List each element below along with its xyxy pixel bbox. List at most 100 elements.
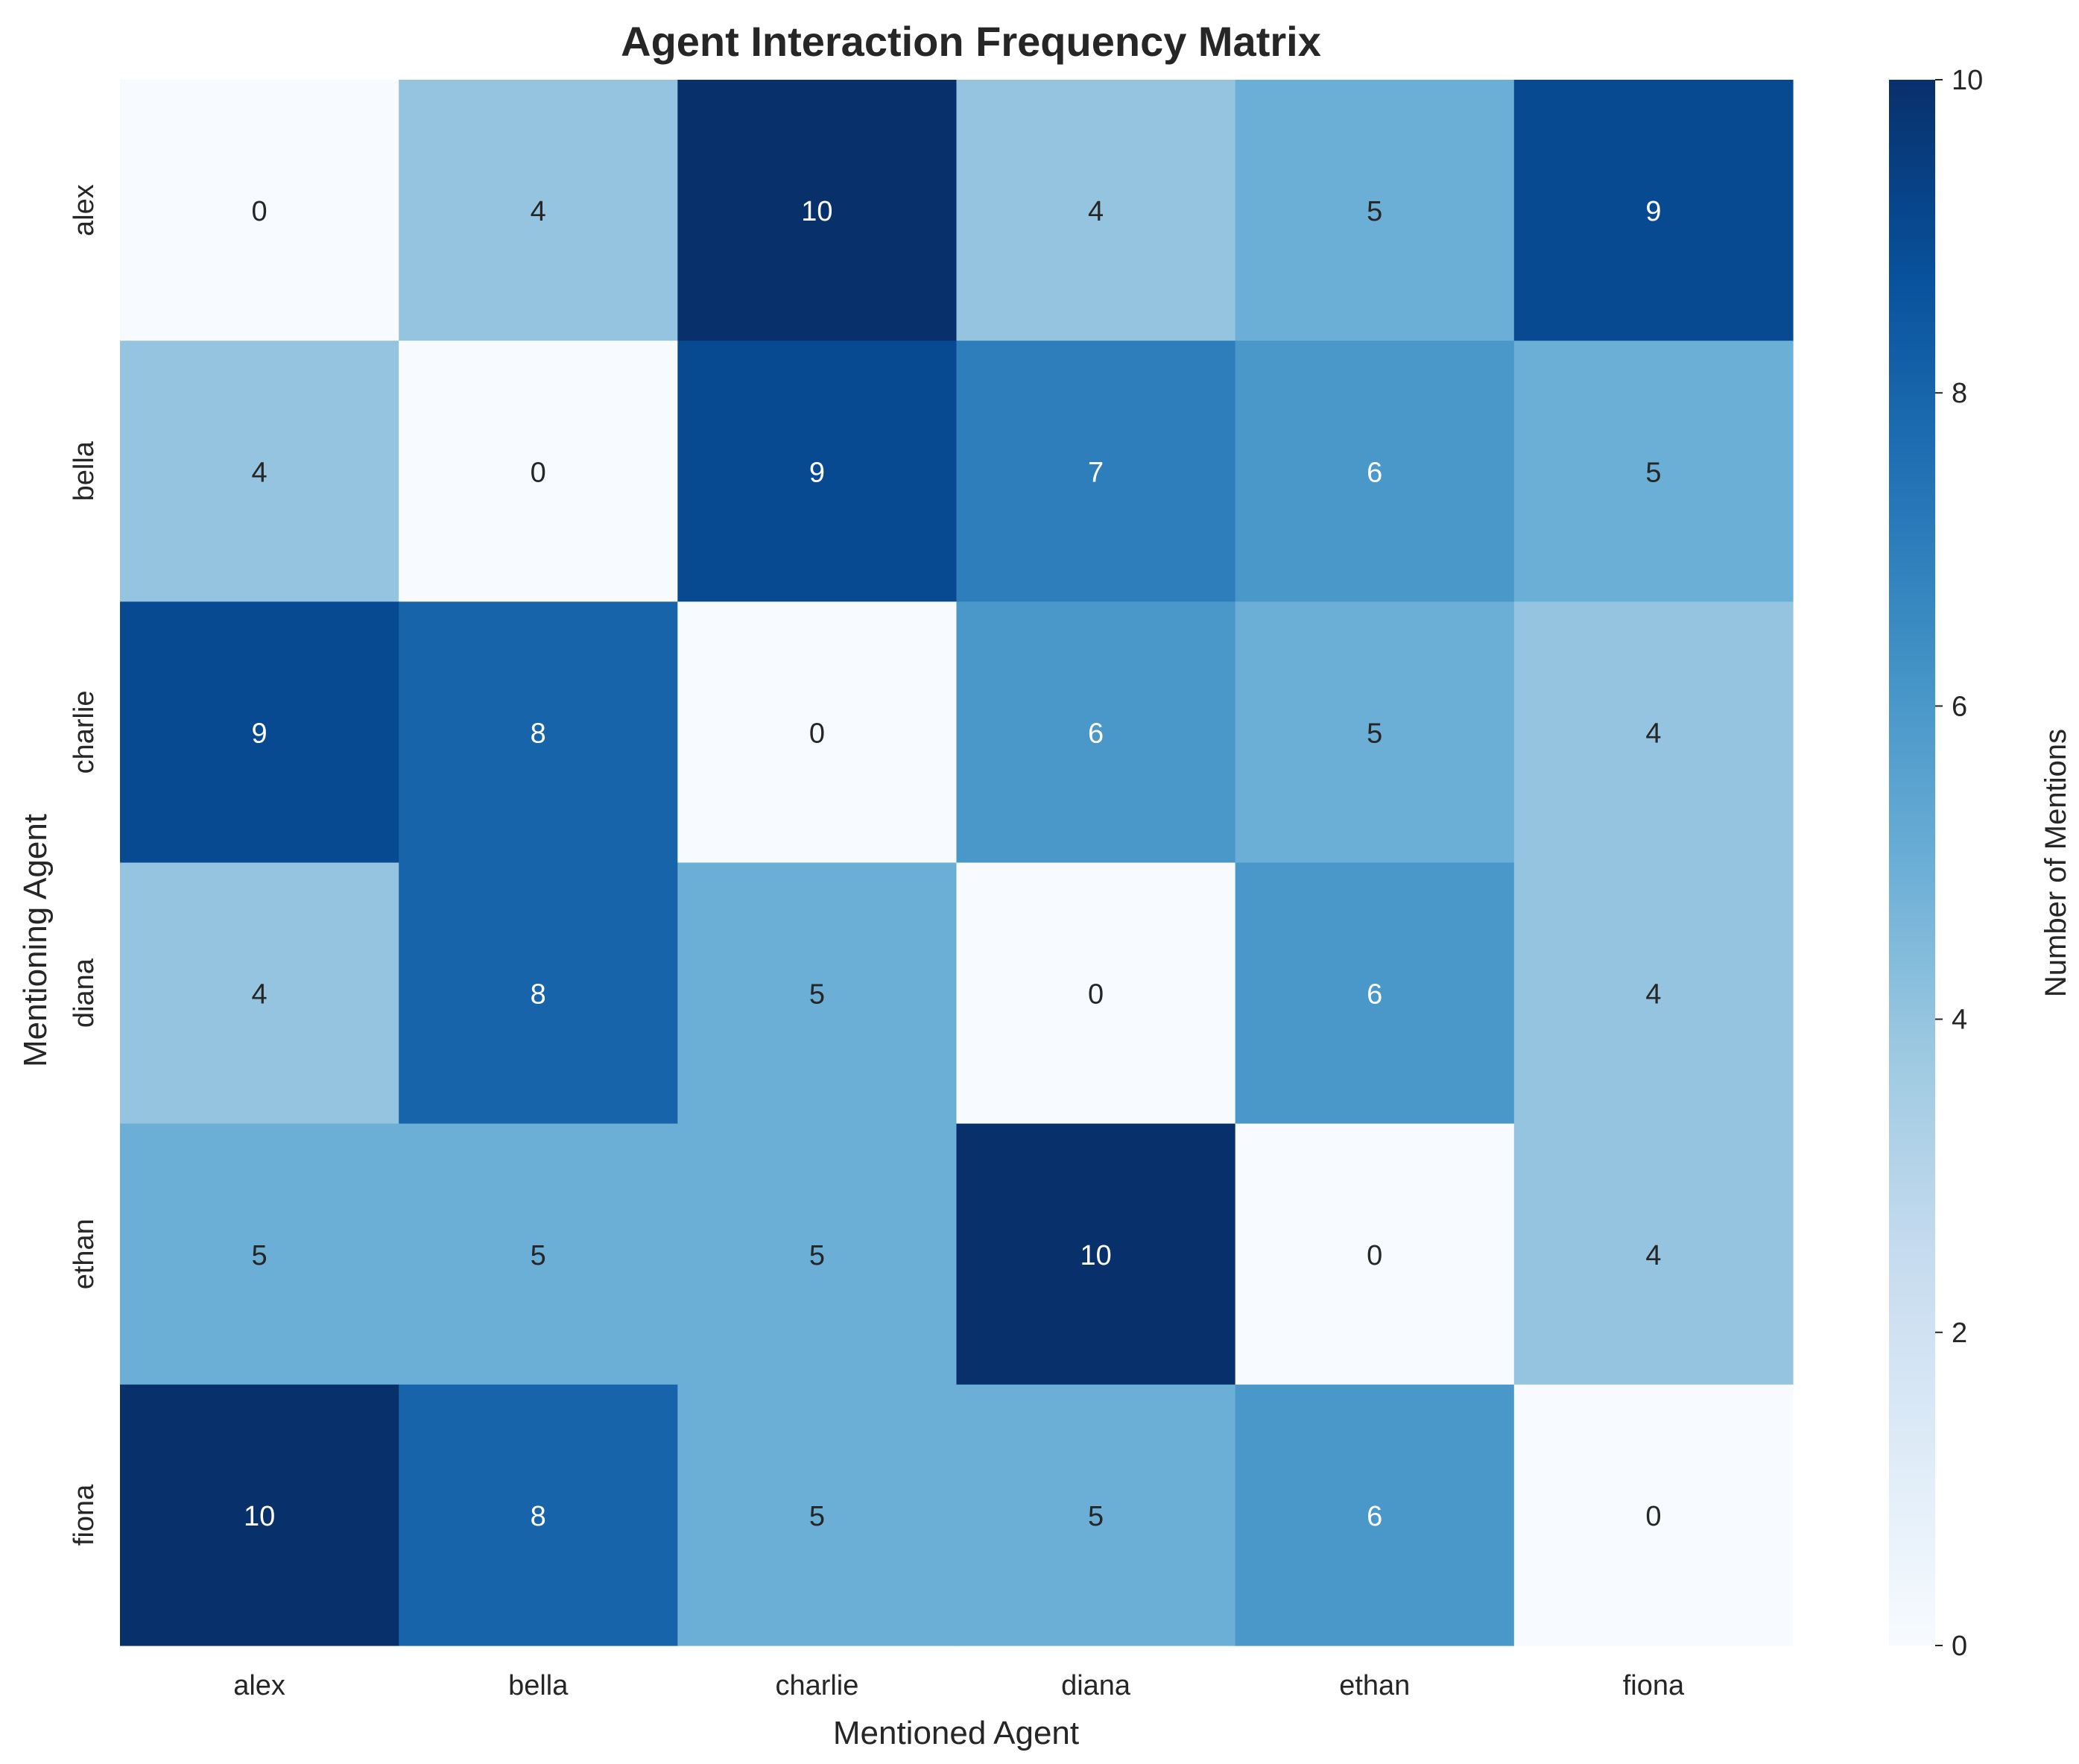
cell-value-label: 8 bbox=[531, 1501, 546, 1532]
heatmap-cell-fiona-bella bbox=[399, 1384, 678, 1646]
cell-value-label: 4 bbox=[531, 196, 546, 227]
x-axis-label: Mentioned Agent bbox=[833, 1715, 1079, 1751]
cell-value-label: 5 bbox=[1367, 718, 1382, 749]
y-axis-label: Mentioning Agent bbox=[17, 814, 54, 1067]
heatmap-cell-bella-ethan bbox=[1235, 341, 1515, 602]
cell-value-label: 0 bbox=[531, 457, 546, 488]
heatmap-cell-alex-fiona bbox=[1513, 80, 1794, 341]
heatmap-cell-fiona-alex bbox=[120, 1384, 399, 1646]
cell-value-label: 4 bbox=[252, 457, 268, 488]
colorbar-tick-label: 2 bbox=[1952, 1318, 1967, 1349]
heatmap-cell-charlie-fiona bbox=[1513, 601, 1794, 864]
heatmap-cell-alex-charlie bbox=[677, 80, 958, 341]
heatmap-cell-ethan-fiona bbox=[1513, 1123, 1794, 1385]
cell-value-labels: 0 4 10 4 5 9 4 0 9 7 6 5 9 8 0 6 5 4 4 8 5 0 6 4 5 5 5 10 0 4 10 8 5 5 6 0 bbox=[244, 196, 1662, 1532]
heatmap-cell-diana-fiona bbox=[1513, 862, 1794, 1125]
cell-value-label: 0 bbox=[809, 718, 825, 749]
cell-value-label: 5 bbox=[1088, 1501, 1104, 1532]
heatmap-cell-alex-bella bbox=[399, 80, 678, 341]
heatmap-cell-fiona-ethan bbox=[1235, 1384, 1515, 1646]
heatmap-cell-alex-diana bbox=[956, 80, 1236, 341]
heatmap-cell-bella-alex bbox=[120, 341, 399, 602]
cell-value-label: 6 bbox=[1088, 718, 1104, 749]
heatmap-cell-charlie-charlie bbox=[677, 601, 958, 864]
heatmap-cell-ethan-ethan bbox=[1235, 1123, 1515, 1385]
x-tick-label: ethan bbox=[1339, 1670, 1410, 1701]
heatmap-cell-diana-diana bbox=[956, 862, 1236, 1125]
x-axis-ticks: alex bella charlie diana ethan fiona bbox=[233, 1670, 1685, 1701]
cell-value-label: 5 bbox=[809, 1501, 825, 1532]
cell-value-label: 6 bbox=[1367, 457, 1382, 488]
heatmap-cell-ethan-alex bbox=[120, 1123, 399, 1385]
heatmap-cell-charlie-ethan bbox=[1235, 601, 1515, 864]
heatmap-cell-ethan-bella bbox=[399, 1123, 678, 1385]
heatmap-cell-diana-alex bbox=[120, 862, 399, 1125]
colorbar-tick-label: 8 bbox=[1952, 378, 1967, 409]
heatmap-cell-alex-ethan bbox=[1235, 80, 1515, 341]
cell-value-label: 7 bbox=[1088, 457, 1104, 488]
x-tick-label: bella bbox=[508, 1670, 569, 1701]
cell-value-label: 5 bbox=[531, 1240, 546, 1271]
heatmap-cell-charlie-alex bbox=[120, 601, 399, 864]
cell-value-label: 4 bbox=[1088, 196, 1104, 227]
heatmap-cell-fiona-fiona bbox=[1513, 1384, 1794, 1646]
y-tick-label: charlie bbox=[69, 690, 100, 774]
y-axis-ticks: alex bella charlie diana ethan fiona bbox=[69, 184, 100, 1546]
cell-value-label: 0 bbox=[252, 196, 268, 227]
heatmap-cell-diana-bella bbox=[399, 862, 678, 1125]
cell-value-label: 9 bbox=[809, 457, 825, 488]
cell-value-label: 4 bbox=[1645, 979, 1661, 1011]
heatmap-cell-diana-charlie bbox=[677, 862, 958, 1125]
colorbar-tick-label: 6 bbox=[1952, 691, 1967, 722]
cell-value-label: 5 bbox=[809, 1240, 825, 1271]
heatmap-cell-ethan-diana bbox=[956, 1123, 1236, 1385]
heatmap-cell-bella-diana bbox=[956, 341, 1236, 602]
cell-value-label: 0 bbox=[1645, 1501, 1661, 1532]
x-tick-label: alex bbox=[233, 1670, 285, 1701]
cell-value-label: 4 bbox=[252, 979, 268, 1011]
colorbar-tick-label: 0 bbox=[1952, 1631, 1967, 1662]
cell-value-label: 5 bbox=[809, 979, 825, 1011]
y-tick-label: ethan bbox=[69, 1218, 100, 1289]
x-tick-label: charlie bbox=[775, 1670, 858, 1701]
y-tick-label: fiona bbox=[69, 1484, 100, 1546]
chart-title: Agent Interaction Frequency Matrix bbox=[621, 18, 1321, 65]
colorbar bbox=[1889, 80, 1935, 1646]
y-tick-label: bella bbox=[69, 440, 100, 501]
heatmap-cell-charlie-bella bbox=[399, 601, 678, 864]
cell-value-label: 4 bbox=[1645, 1240, 1661, 1271]
cell-value-label: 5 bbox=[252, 1240, 268, 1271]
cell-value-label: 5 bbox=[1367, 196, 1382, 227]
cell-value-label: 10 bbox=[1080, 1240, 1111, 1271]
heatmap-cell-diana-ethan bbox=[1235, 862, 1515, 1125]
heatmap-cell-bella-charlie bbox=[677, 341, 958, 602]
heatmap-cell-charlie-diana bbox=[956, 601, 1236, 864]
cell-value-label: 5 bbox=[1645, 457, 1661, 488]
colorbar-ticks: 0 2 4 6 8 10 bbox=[1935, 65, 1983, 1662]
colorbar-label: Number of Mentions bbox=[2040, 729, 2072, 997]
cell-value-label: 0 bbox=[1367, 1240, 1382, 1271]
cell-value-label: 10 bbox=[244, 1501, 275, 1532]
cell-value-label: 8 bbox=[531, 979, 546, 1011]
heatmap-cells bbox=[120, 80, 1794, 1646]
cell-value-label: 0 bbox=[1088, 979, 1104, 1011]
colorbar-tick-label: 10 bbox=[1952, 65, 1983, 96]
cell-value-label: 6 bbox=[1367, 1501, 1382, 1532]
heatmap-cell-ethan-charlie bbox=[677, 1123, 958, 1385]
heatmap-cell-alex-alex bbox=[120, 80, 399, 341]
heatmap-cell-bella-bella bbox=[399, 341, 678, 602]
y-tick-label: diana bbox=[69, 958, 100, 1028]
colorbar-tick-label: 4 bbox=[1952, 1005, 1967, 1036]
x-tick-label: fiona bbox=[1623, 1670, 1685, 1701]
heatmap-cell-fiona-charlie bbox=[677, 1384, 958, 1646]
cell-value-label: 8 bbox=[531, 718, 546, 749]
cell-value-label: 9 bbox=[252, 718, 268, 749]
cell-value-label: 10 bbox=[801, 196, 832, 227]
cell-value-label: 9 bbox=[1645, 196, 1661, 227]
y-tick-label: alex bbox=[69, 184, 100, 236]
x-tick-label: diana bbox=[1061, 1670, 1131, 1701]
cell-value-label: 4 bbox=[1645, 718, 1661, 749]
heatmap-cell-bella-fiona bbox=[1513, 341, 1794, 602]
cell-value-label: 6 bbox=[1367, 979, 1382, 1011]
